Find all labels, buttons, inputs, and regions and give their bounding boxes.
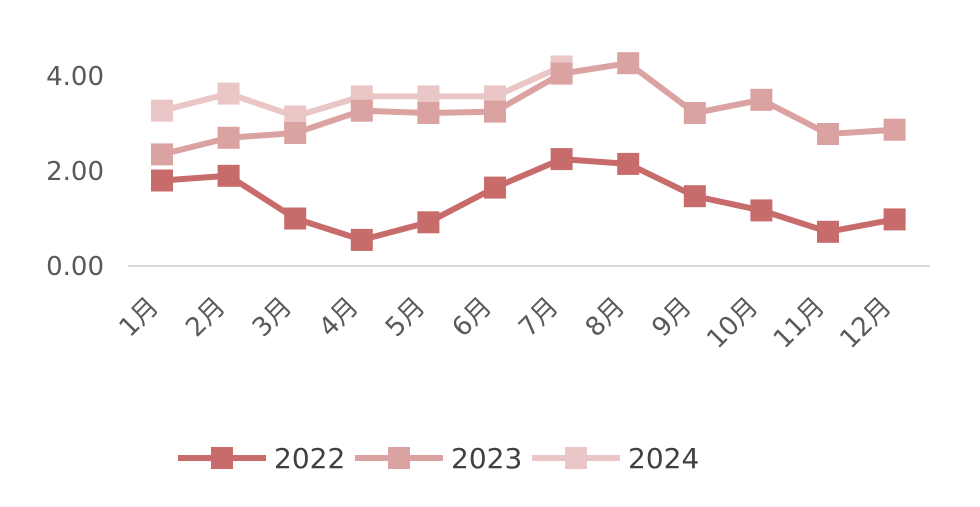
data-point-marker — [284, 122, 307, 144]
series-line — [161, 156, 896, 243]
x-axis-ticks: 1月 2月 3月 4月 5月 6月 7月 8月 9月 10月 11月 12月 — [114, 292, 898, 355]
data-point-marker — [817, 123, 839, 145]
data-point-marker — [417, 211, 440, 234]
data-point-marker — [350, 99, 373, 122]
data-point-marker — [151, 99, 173, 122]
data-point-marker — [217, 164, 240, 187]
data-point-marker — [817, 220, 839, 243]
data-point-marker — [750, 199, 773, 222]
data-point-marker — [217, 126, 240, 149]
legend-item: 2024 — [532, 442, 699, 475]
data-point-marker — [151, 143, 173, 166]
data-point-marker — [617, 152, 640, 175]
x-tick-label: 11月 — [768, 292, 831, 355]
series-layer — [151, 52, 906, 251]
data-point-marker — [750, 88, 773, 111]
x-tick-label: 4月 — [313, 292, 364, 343]
legend: 2022 2023 2024 — [178, 442, 699, 475]
data-point-marker — [151, 169, 173, 192]
data-point-marker — [617, 52, 640, 75]
legend-item: 2023 — [355, 442, 522, 475]
x-tick-label: 8月 — [580, 292, 631, 343]
x-tick-label: 9月 — [646, 292, 697, 343]
data-point-marker — [683, 102, 706, 124]
data-point-marker — [284, 105, 307, 128]
legend-marker-swatch — [388, 447, 410, 469]
x-tick-label: 2月 — [180, 292, 231, 343]
data-point-marker — [683, 185, 706, 208]
legend-label: 2023 — [451, 442, 522, 475]
data-point-marker — [883, 118, 906, 141]
y-tick-label: 2.00 — [46, 157, 104, 187]
series-line — [161, 60, 895, 158]
x-tick-label: 10月 — [701, 292, 764, 355]
series-2023 — [151, 52, 906, 166]
x-tick-label: 5月 — [380, 292, 431, 343]
data-point-marker — [550, 62, 573, 85]
data-point-marker — [883, 208, 906, 231]
y-tick-label: 0.00 — [46, 252, 104, 282]
data-point-marker — [350, 228, 373, 251]
legend-label: 2024 — [628, 442, 699, 475]
data-point-marker — [217, 82, 240, 105]
data-point-marker — [284, 207, 307, 230]
x-tick-label: 3月 — [247, 292, 298, 343]
legend-marker-swatch — [565, 447, 587, 469]
data-point-marker — [417, 85, 440, 108]
legend-label: 2022 — [274, 442, 345, 475]
x-tick-label: 12月 — [835, 292, 898, 355]
data-point-marker — [417, 102, 440, 124]
x-tick-label: 6月 — [447, 292, 498, 343]
y-axis-ticks: 0.00 2.00 4.00 — [46, 62, 104, 282]
data-point-marker — [484, 176, 506, 199]
legend-marker-swatch — [211, 447, 233, 469]
x-tick-label: 1月 — [114, 292, 165, 343]
legend-item: 2022 — [178, 442, 345, 475]
series-2022 — [151, 148, 906, 251]
x-tick-label: 7月 — [513, 292, 564, 343]
y-tick-label: 4.00 — [46, 62, 104, 92]
data-point-marker — [550, 148, 573, 171]
data-point-marker — [484, 100, 506, 123]
